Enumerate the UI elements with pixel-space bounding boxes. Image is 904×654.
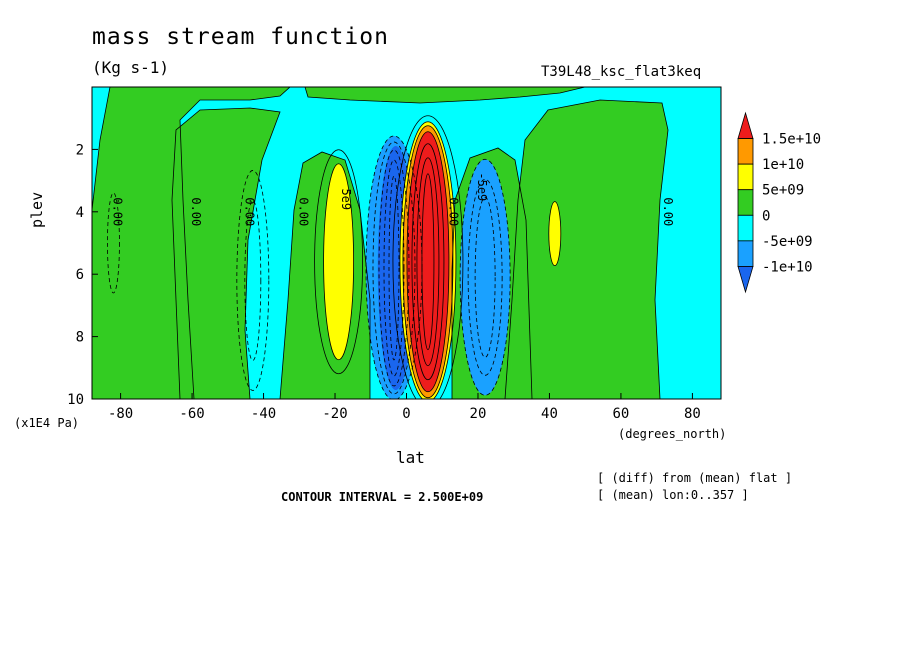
- contour-negative-5: [378, 149, 410, 387]
- filled-contours: [92, 87, 721, 399]
- contour-positive-5: [406, 131, 450, 393]
- colorbar-label-0: 1.5e+10: [762, 132, 821, 148]
- contour-negative-6: [383, 159, 405, 377]
- contour-zero-5: [304, 87, 586, 104]
- contour-negative-10: [107, 192, 120, 294]
- colorbar-label-3: 0: [762, 208, 770, 224]
- y-tick-label-0: 2: [76, 142, 84, 158]
- field-green-5: [305, 87, 585, 103]
- colorbar-bin-2: [737, 163, 754, 191]
- contour-negative-4: [372, 141, 416, 395]
- y-axis-unit: (x1E4 Pa): [14, 416, 80, 430]
- contour-label-0: 0.00: [110, 197, 124, 226]
- field-green-4: [505, 100, 668, 399]
- contour-zero-1: [171, 107, 281, 399]
- x-tick-label-4: 0: [402, 406, 410, 422]
- contour-label-7: 0.00: [661, 197, 675, 226]
- x-tick-label-0: -80: [108, 406, 133, 422]
- field-green-0: [92, 87, 290, 399]
- x-tick-label-3: -20: [322, 406, 347, 422]
- colorbar-label-5: -1e+10: [762, 259, 813, 275]
- contour-positive-7: [416, 157, 440, 367]
- contour-interval: CONTOUR INTERVAL = 2.500E+09: [281, 490, 484, 504]
- colorbar-label-4: -5e+09: [762, 234, 813, 250]
- colorbar-label-1: 1e+10: [762, 157, 804, 173]
- colorbar-bin-3: [737, 189, 754, 216]
- x-tick-label-7: 60: [613, 406, 630, 422]
- colorbar-bin-4: [737, 214, 754, 242]
- colorbar: 1.5e+10 1e+10 5e+09 0 -5e+09 -1e+10: [737, 111, 821, 294]
- field-green-1: [172, 108, 280, 399]
- contour-negative-8: [236, 170, 270, 391]
- contour-negative-2: [474, 196, 496, 358]
- y-tick-label-1: 4: [76, 205, 84, 221]
- x-axis: -80 -60 -40 -20 0 20 40 60 80: [108, 393, 701, 422]
- chart-units: (Kg s-1): [92, 58, 170, 77]
- colorbar-label-2: 5e+09: [762, 183, 804, 199]
- contour-zero-2: [279, 151, 371, 399]
- x-tick-label-5: 20: [470, 406, 487, 422]
- run-label: T39L48_ksc_flat3keq: [541, 64, 702, 80]
- contour-label-6: -5e9: [475, 172, 489, 201]
- y-tick-label-3: 8: [76, 330, 84, 346]
- x-tick-label-8: 80: [684, 406, 701, 422]
- contour-label-2: 0.00: [243, 197, 257, 226]
- contour-negative-7: [388, 175, 400, 361]
- contour-positive-2: [548, 201, 562, 267]
- y-axis: 2 4 6 8 10: [67, 142, 98, 408]
- contour-negative-9: [244, 200, 262, 361]
- chart-title: mass stream function: [92, 24, 389, 50]
- contour-negative-3: [365, 135, 423, 399]
- colorbar-bin-0: [737, 111, 754, 139]
- field-yellow-north: [548, 201, 561, 266]
- contour-positive-9: [392, 115, 464, 399]
- contour-positive-1: [314, 149, 363, 375]
- contour-positive-3: [399, 121, 457, 399]
- contour-positive-4: [402, 125, 454, 399]
- note-mean: [ (mean) lon:0..357 ]: [597, 488, 749, 502]
- contour-zero-0: [92, 87, 291, 399]
- x-tick-label-6: 40: [541, 406, 558, 422]
- contour-negative-0: [459, 158, 511, 396]
- contour-label-3: 0.00: [296, 197, 310, 226]
- colorbar-bin-1: [737, 138, 754, 165]
- y-tick-label-4: 10: [67, 392, 84, 408]
- note-diff: [ (diff) from (mean) flat ]: [597, 471, 793, 485]
- colorbar-bin-5: [737, 240, 754, 267]
- x-axis-label: lat: [396, 448, 425, 467]
- field-yellow-south: [323, 163, 354, 360]
- x-tick-label-2: -40: [251, 406, 276, 422]
- contour-label-1: 0.00: [189, 197, 203, 226]
- contour-positive-6: [411, 143, 445, 381]
- y-tick-label-2: 6: [76, 267, 84, 283]
- contour-lines: [92, 87, 669, 399]
- contour-positive-0: [323, 163, 354, 361]
- x-axis-unit: (degrees_north): [618, 427, 727, 441]
- contour-labels: 0.00 0.00 0.00 0.00 5e9 0.00 -5e9 0.00: [110, 172, 674, 226]
- contour-label-4: 5e9: [339, 188, 353, 210]
- contour-label-5: 0.00: [446, 197, 460, 226]
- contour-zero-4: [504, 99, 669, 399]
- field-blue-north: [460, 159, 511, 396]
- contour-negative-1: [467, 178, 503, 376]
- colorbar-bin-6: [737, 266, 754, 294]
- contour-positive-8: [421, 173, 435, 351]
- x-tick-label-1: -60: [179, 406, 204, 422]
